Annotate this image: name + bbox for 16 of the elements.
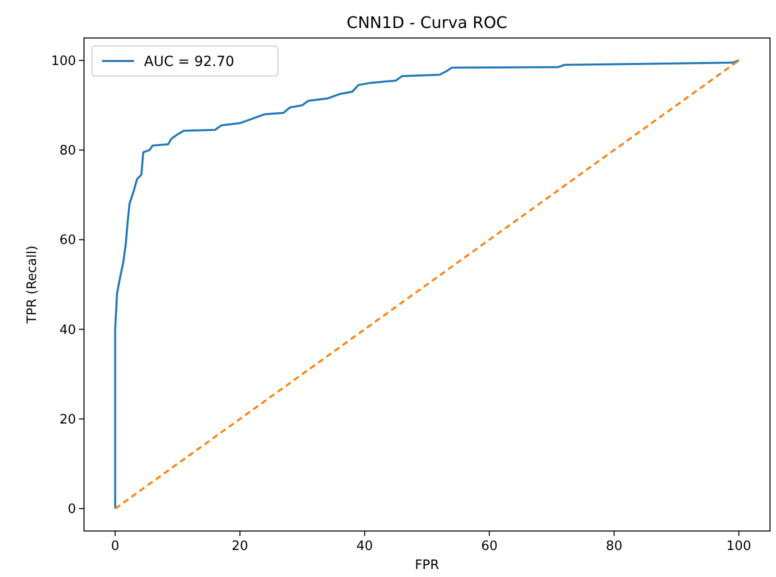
chart-title: CNN1D - Curva ROC: [346, 13, 508, 32]
y-tick-label: 80: [59, 144, 76, 159]
x-tick-label: 100: [726, 539, 752, 554]
x-tick-label: 80: [606, 539, 622, 554]
y-tick-label: 60: [59, 233, 76, 248]
x-tick-label: 0: [111, 539, 120, 554]
y-tick-label: 100: [51, 54, 76, 69]
y-tick-label: 20: [59, 412, 76, 428]
y-tick-label: 0: [68, 502, 76, 518]
x-axis-title: FPR: [414, 558, 440, 573]
y-axis-title: TPR (Recall): [25, 246, 40, 324]
x-tick-label: 20: [232, 539, 248, 554]
x-tick-label: 60: [481, 539, 498, 554]
y-tick-label: 40: [59, 322, 76, 338]
x-tick-label: 40: [356, 539, 373, 554]
legend-label: AUC = 92.70: [144, 54, 234, 70]
